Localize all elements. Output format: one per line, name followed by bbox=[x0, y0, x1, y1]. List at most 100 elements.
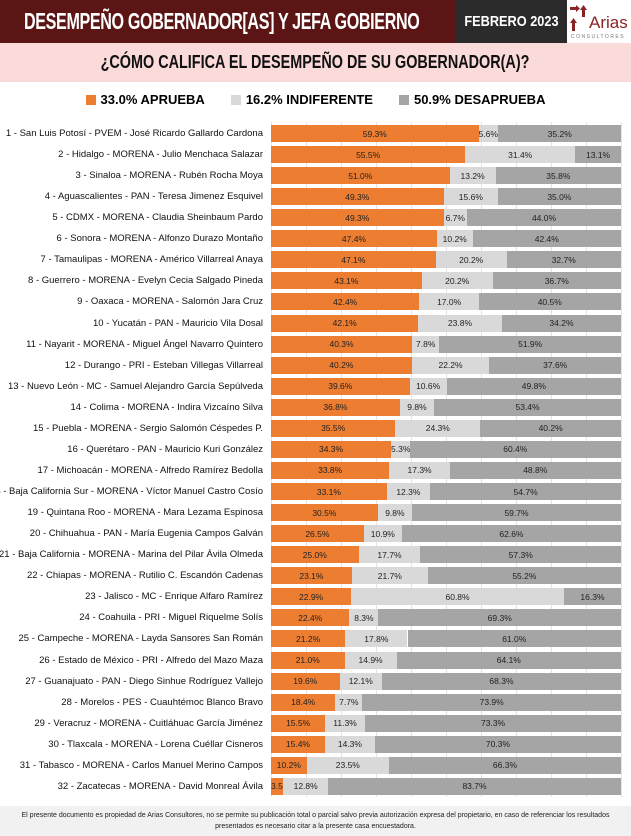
date-text: FEBRERO 2023 bbox=[463, 13, 559, 30]
segment-indiferente: 11.3% bbox=[325, 714, 365, 732]
date-badge: FEBRERO 2023 bbox=[455, 0, 567, 43]
segment-desaprueba: 36.7% bbox=[492, 272, 621, 290]
segment-indiferente: 23.8% bbox=[418, 314, 502, 332]
category-label: 19 - Quintana Roo - MORENA - Mara Lezama… bbox=[27, 507, 264, 519]
segment-indiferente: 13.2% bbox=[449, 167, 496, 185]
category-label: 23 - Jalisco - MC - Enrique Alfaro Ramír… bbox=[85, 591, 263, 603]
segment-desaprueba: 37.6% bbox=[489, 356, 621, 374]
segment-indiferente: 21.7% bbox=[351, 567, 428, 585]
segment-desaprueba: 51.9% bbox=[439, 335, 621, 353]
segment-aprueba: 35.5% bbox=[271, 419, 396, 437]
segment-desaprueba: 53.4% bbox=[434, 398, 621, 416]
category-label: 5 - CDMX - MORENA - Claudia Sheinbaum Pa… bbox=[52, 212, 263, 224]
chart-question: ¿CÓMO CALIFICA EL DESEMPEÑO DE SU GOBERN… bbox=[101, 52, 530, 72]
segment-indiferente: 10.9% bbox=[363, 525, 402, 543]
segment-desaprueba: 69.3% bbox=[378, 609, 621, 627]
category-label: 29 - Veracruz - MORENA - Cuitláhuac Garc… bbox=[34, 717, 263, 729]
segment-desaprueba: 68.3% bbox=[381, 672, 621, 690]
segment-aprueba: 15.5% bbox=[271, 714, 326, 732]
gridline bbox=[551, 122, 552, 797]
segment-aprueba: 21.0% bbox=[271, 651, 345, 669]
logo-subtext: CONSULTORES bbox=[571, 34, 626, 40]
segment-indiferente: 5.6% bbox=[478, 125, 499, 142]
legend-swatch bbox=[230, 94, 241, 105]
category-label: 32 - Zacatecas - MORENA - David Monreal … bbox=[57, 780, 263, 792]
category-label: 26 - Estado de México - PRI - Alfredo de… bbox=[39, 654, 263, 666]
segment-aprueba: 55.5% bbox=[271, 146, 466, 164]
segment-indiferente: 17.7% bbox=[358, 546, 421, 564]
segment-indiferente: 17.0% bbox=[419, 293, 479, 311]
category-label: 14 - Colima - MORENA - Indira Vizcaíno S… bbox=[70, 401, 263, 413]
category-label: 28 - Morelos - PES - Cuauhtémoc Blanco B… bbox=[61, 696, 263, 708]
disclaimer-footer: El presente documento es propiedad de Ar… bbox=[0, 806, 631, 836]
segment-indiferente: 12.1% bbox=[339, 672, 382, 690]
category-label: 10 - Yucatán - PAN - Mauricio Vila Dosal bbox=[92, 317, 263, 329]
segment-aprueba: 10.2% bbox=[271, 756, 307, 774]
segment-indiferente: 20.2% bbox=[421, 272, 493, 290]
segment-aprueba: 42.1% bbox=[271, 314, 419, 332]
header-bar: DESEMPEÑO GOBERNADOR[AS] Y JEFA GOBIERNO… bbox=[0, 0, 631, 43]
segment-desaprueba: 35.2% bbox=[498, 125, 622, 142]
segment-indiferente: 20.2% bbox=[435, 251, 507, 269]
category-label: 12 - Durango - PRI - Esteban Villegas Vi… bbox=[64, 359, 263, 371]
category-label: 3 - Sinaloa - MORENA - Rubén Rocha Moya bbox=[75, 170, 263, 182]
legend-swatch bbox=[85, 94, 96, 105]
category-label: 16 - Querétaro - PAN - Mauricio Kuri Gon… bbox=[67, 443, 263, 455]
segment-aprueba: 23.1% bbox=[271, 567, 352, 585]
segment-desaprueba: 16.3% bbox=[563, 588, 621, 606]
category-label: 30 - Tlaxcala - MORENA - Lorena Cuéllar … bbox=[48, 738, 263, 750]
segment-desaprueba: 13.1% bbox=[575, 146, 621, 164]
segment-desaprueba: 62.6% bbox=[401, 525, 621, 543]
segment-aprueba: 25.0% bbox=[271, 546, 359, 564]
gridline bbox=[411, 122, 412, 797]
segment-indiferente: 8.3% bbox=[349, 609, 379, 627]
legend-label: 16.2% INDIFERENTE bbox=[245, 92, 373, 107]
logo: Arias CONSULTORES bbox=[567, 0, 631, 43]
segment-indiferente: 6.7% bbox=[443, 209, 467, 227]
segment-aprueba: 22.9% bbox=[271, 588, 352, 606]
segment-desaprueba: 66.3% bbox=[388, 756, 621, 774]
segment-aprueba: 36.8% bbox=[271, 398, 400, 416]
segment-aprueba: 40.3% bbox=[271, 335, 413, 353]
category-label: 20 - Chihuahua - PAN - María Eugenia Cam… bbox=[29, 528, 263, 540]
segment-indiferente: 7.8% bbox=[412, 335, 440, 353]
segment-aprueba: 33.8% bbox=[271, 461, 390, 479]
segment-indiferente: 60.8% bbox=[351, 588, 564, 606]
segment-desaprueba: 83.7% bbox=[328, 777, 621, 795]
segment-aprueba: 22.4% bbox=[271, 609, 350, 627]
segment-desaprueba: 34.2% bbox=[501, 314, 622, 332]
segment-aprueba: 33.1% bbox=[271, 483, 387, 501]
segment-indiferente: 9.8% bbox=[399, 398, 435, 416]
segment-aprueba: 30.5% bbox=[271, 504, 378, 522]
segment-indiferente: 9.8% bbox=[377, 504, 413, 522]
category-label: 13 - Nuevo León - MC - Samuel Alejandro … bbox=[7, 380, 263, 392]
segment-desaprueba: 73.9% bbox=[362, 693, 621, 711]
segment-desaprueba: 32.7% bbox=[506, 251, 621, 269]
segment-desaprueba: 64.1% bbox=[396, 651, 621, 669]
segment-aprueba: 21.2% bbox=[271, 630, 346, 648]
segment-desaprueba: 60.4% bbox=[409, 440, 621, 458]
segment-aprueba: 43.1% bbox=[271, 272, 422, 290]
segment-aprueba: 15.4% bbox=[271, 735, 325, 753]
stacked-bar-chart: 1 - San Luis Potosí - PVEM - José Ricard… bbox=[0, 122, 631, 802]
segment-indiferente: 17.8% bbox=[345, 630, 408, 648]
segment-indiferente: 23.5% bbox=[306, 756, 389, 774]
segment-indiferente: 12.8% bbox=[283, 777, 329, 795]
gridline bbox=[586, 122, 587, 797]
category-label: 7 - Tamaulipas - MORENA - Américo Villar… bbox=[40, 254, 263, 266]
gridline bbox=[516, 122, 517, 797]
category-label: 27 - Guanajuato - PAN - Diego Sinhue Rod… bbox=[25, 675, 263, 687]
category-label: 2 - Hidalgo - MORENA - Julio Menchaca Sa… bbox=[58, 149, 263, 161]
segment-indiferente: 14.9% bbox=[344, 651, 397, 669]
segment-desaprueba: 35.8% bbox=[495, 167, 621, 185]
legend-label: 50.9% DESAPRUEBA bbox=[413, 92, 546, 107]
segment-aprueba: 3.5% bbox=[271, 777, 290, 795]
segment-indiferente: 10.6% bbox=[409, 377, 447, 395]
segment-desaprueba: 59.7% bbox=[412, 504, 621, 522]
logo-arrows-icon bbox=[570, 5, 587, 31]
gridline bbox=[446, 122, 447, 797]
segment-desaprueba: 42.4% bbox=[472, 230, 621, 248]
segment-indiferente: 22.2% bbox=[411, 356, 490, 374]
category-label: 15 - Puebla - MORENA - Sergio Salomón Cé… bbox=[32, 422, 263, 434]
segment-aprueba: 39.6% bbox=[271, 377, 410, 395]
